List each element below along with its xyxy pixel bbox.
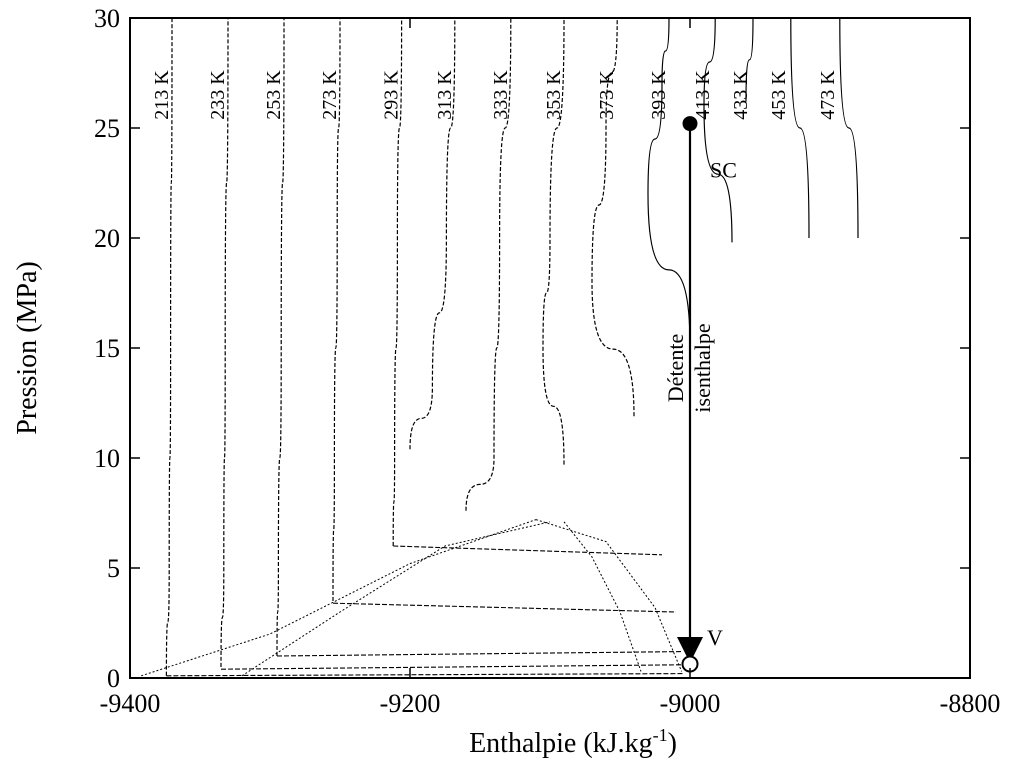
two-phase-dome-line (141, 519, 537, 677)
arrow-head (677, 637, 703, 663)
isotherm-curve (839, 17, 859, 239)
isotherm-label: 453 K (768, 70, 790, 120)
isotherm-label: 273 K (319, 70, 341, 120)
isotherm-label: 233 K (207, 70, 229, 120)
tie-line (332, 602, 677, 613)
x-tick-label: -8800 (940, 689, 1001, 718)
isotherm-curve (409, 17, 456, 450)
isotherm-label: 253 K (263, 70, 285, 120)
isotherm-curve (703, 17, 733, 243)
isotherm-curve (165, 17, 173, 676)
x-tick-label: -9200 (380, 689, 441, 718)
y-tick-label: 20 (94, 224, 120, 253)
tie-line (393, 545, 663, 556)
start-point-marker (682, 116, 698, 132)
isotherm-label: 313 K (434, 70, 456, 120)
two-phase-dome-line (563, 521, 642, 672)
isotherm-label: 213 K (151, 70, 173, 120)
x-tick-label: -9000 (660, 689, 721, 718)
x-axis-title: Enthalpie (kJ.kg-1) (469, 725, 677, 759)
isotherm-curve (542, 17, 565, 465)
isotherm-label: 293 K (381, 70, 403, 120)
x-tick-label: -9400 (100, 689, 161, 718)
y-tick-label: 30 (94, 4, 120, 33)
isotherm-label: 333 K (490, 70, 512, 120)
path-label-isenthalpe: isenthalpe (690, 323, 715, 412)
isotherm-curve (465, 17, 512, 511)
sc-label: SC (710, 158, 737, 183)
isotherm-label: 373 K (596, 70, 618, 120)
y-tick-label: 10 (94, 444, 120, 473)
two-phase-dome-line (241, 521, 551, 677)
isotherm-curve (332, 17, 341, 602)
path-label-detente: Détente (663, 334, 688, 402)
v-label: V (707, 625, 723, 650)
isotherm-label: 473 K (817, 70, 839, 120)
isotherm-curve (790, 17, 810, 239)
isotherm-label: 393 K (648, 70, 670, 120)
tie-line (166, 673, 684, 677)
isotherm-curve (745, 17, 754, 102)
y-tick-label: 0 (107, 664, 120, 693)
isotherm-curve (276, 17, 285, 657)
tie-line (276, 651, 682, 657)
isotherm-curve (220, 17, 229, 668)
isotherm-label: 433 K (730, 70, 752, 120)
y-axis-title: Pression (MPa) (12, 261, 43, 434)
isotherm-label: 413 K (692, 70, 714, 120)
y-tick-label: 5 (107, 554, 120, 583)
isotherm-label: 353 K (543, 70, 565, 120)
two-phase-dome-line (535, 519, 683, 672)
y-tick-label: 15 (94, 334, 120, 363)
isotherm-curve (591, 17, 635, 417)
isotherm-curve (647, 17, 691, 346)
y-tick-label: 25 (94, 114, 120, 143)
tie-line (220, 664, 682, 670)
isotherm-curve (392, 17, 403, 547)
